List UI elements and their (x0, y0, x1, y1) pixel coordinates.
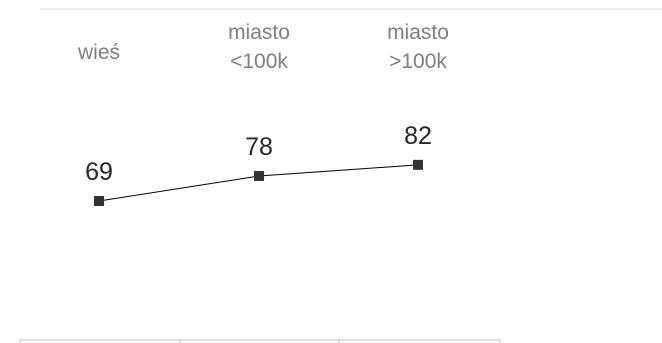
data-point-marker (254, 170, 264, 181)
series-line (98, 164, 419, 202)
data-labels: 69 78 82 (85, 122, 432, 186)
data-point-marker (413, 159, 423, 170)
category-label: miasto >100k (387, 21, 449, 73)
data-markers (94, 159, 423, 206)
category-label: wieś (77, 41, 120, 64)
data-label: 69 (85, 158, 113, 186)
data-label: 78 (245, 133, 273, 161)
data-label: 82 (404, 122, 432, 150)
data-point-marker (94, 196, 104, 206)
category-label: miasto <100k (228, 21, 290, 73)
category-labels: wieś miasto <100k miasto >100k (77, 21, 449, 73)
